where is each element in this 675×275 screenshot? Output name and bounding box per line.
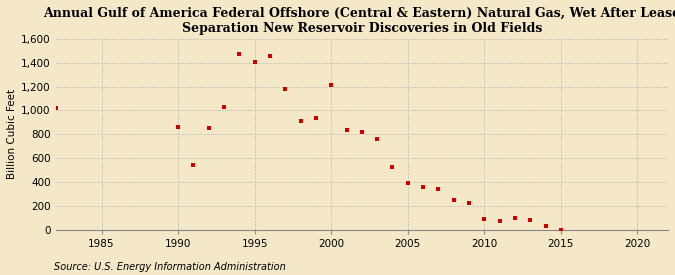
Point	[540, 224, 551, 229]
Title: Annual Gulf of America Federal Offshore (Central & Eastern) Natural Gas, Wet Aft: Annual Gulf of America Federal Offshore …	[43, 7, 675, 35]
Point	[173, 125, 184, 129]
Point	[188, 163, 199, 167]
Point	[387, 164, 398, 169]
Y-axis label: Billion Cubic Feet: Billion Cubic Feet	[7, 89, 17, 179]
Point	[525, 218, 536, 222]
Point	[479, 217, 490, 221]
Point	[402, 181, 413, 185]
Point	[280, 87, 291, 91]
Point	[510, 216, 520, 220]
Point	[341, 127, 352, 132]
Point	[234, 52, 245, 57]
Point	[219, 105, 230, 109]
Point	[418, 185, 429, 189]
Point	[372, 137, 383, 141]
Point	[556, 228, 566, 232]
Text: Source: U.S. Energy Information Administration: Source: U.S. Energy Information Administ…	[54, 262, 286, 272]
Point	[203, 126, 214, 131]
Point	[464, 201, 475, 205]
Point	[356, 130, 367, 134]
Point	[433, 187, 443, 191]
Point	[50, 106, 61, 110]
Point	[295, 119, 306, 123]
Point	[448, 198, 459, 202]
Point	[249, 59, 260, 64]
Point	[310, 116, 321, 120]
Point	[265, 53, 275, 58]
Point	[494, 219, 505, 223]
Point	[326, 83, 337, 88]
